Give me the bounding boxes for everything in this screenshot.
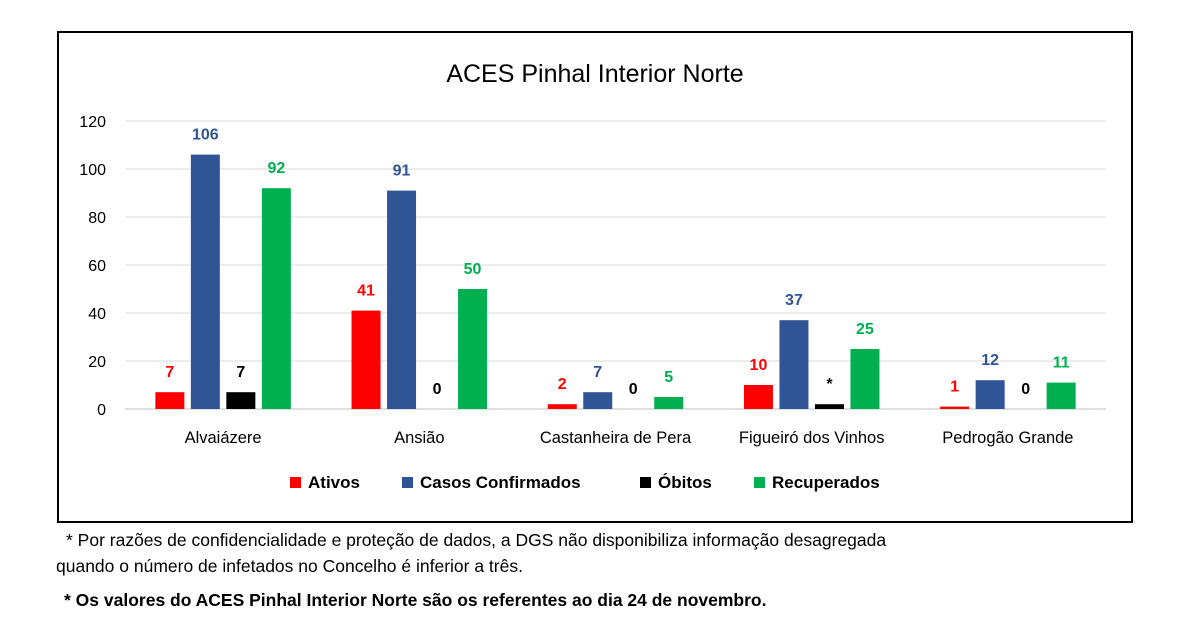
legend-swatch — [640, 477, 651, 488]
footnote-confidentiality: * Por razões de confidencialidade e prot… — [66, 530, 887, 550]
data-label: 92 — [267, 160, 285, 177]
y-tick-label: 100 — [79, 162, 106, 179]
bar-recuperados-1 — [458, 289, 488, 409]
data-label: 7 — [165, 364, 174, 381]
bar-recuperados-0 — [261, 188, 291, 409]
legend-label: Casos Confirmados — [420, 473, 581, 492]
data-label: * — [826, 376, 833, 393]
y-tick-label: 60 — [88, 258, 106, 275]
bar-casos-confirmados-0 — [190, 154, 220, 409]
legend-swatch — [290, 477, 301, 488]
data-label: 7 — [236, 364, 245, 381]
x-tick-label: Alvaiázere — [185, 429, 262, 447]
data-label: 10 — [750, 357, 768, 374]
data-label: 1 — [950, 379, 959, 396]
bar-ativos-4 — [940, 406, 970, 409]
y-tick-label: 0 — [97, 402, 106, 419]
bar-casos-confirmados-1 — [387, 190, 417, 409]
legend-label: Recuperados — [772, 473, 880, 492]
x-tick-label: Castanheira de Pera — [540, 429, 692, 447]
legend-swatch — [754, 477, 765, 488]
data-label: 2 — [558, 376, 567, 393]
bar-recuperados-2 — [654, 397, 684, 409]
legend-swatch — [402, 477, 413, 488]
data-label: 11 — [1053, 355, 1070, 372]
bar-ativos-3 — [743, 385, 773, 409]
y-tick-label: 80 — [88, 210, 106, 227]
data-label: 41 — [357, 283, 375, 300]
bar-chart: ACES Pinhal Interior Norte02040608010012… — [79, 60, 1106, 492]
chart-title: ACES Pinhal Interior Norte — [446, 60, 743, 88]
data-label: 91 — [393, 163, 411, 180]
bar-casos-confirmados-3 — [779, 320, 809, 409]
chart-frame: ACES Pinhal Interior Norte 0 20 40 60 80 100 12… — [57, 31, 1133, 523]
footnote-confidentiality-cont: quando o número de infetados no Concelho… — [56, 556, 523, 576]
y-tick-label: 40 — [88, 306, 106, 323]
data-label: 50 — [464, 261, 482, 278]
data-label: 5 — [664, 369, 673, 386]
bar--bitos-0 — [226, 392, 256, 409]
y-tick-label: 20 — [88, 354, 106, 371]
data-label: 0 — [433, 381, 442, 398]
data-label: 0 — [629, 381, 638, 398]
bar-casos-confirmados-2 — [583, 392, 613, 409]
legend-label: Óbitos — [658, 473, 712, 492]
data-label: 12 — [981, 352, 999, 369]
data-label: 0 — [1021, 381, 1030, 398]
bar-casos-confirmados-4 — [975, 380, 1005, 409]
footnote-reference-date: * Os valores do ACES Pinhal Interior Nor… — [64, 590, 767, 610]
bar-ativos-2 — [547, 404, 577, 409]
data-label: 7 — [593, 364, 602, 381]
legend-label: Ativos — [308, 473, 360, 492]
x-tick-label: Ansião — [394, 429, 444, 447]
bar-ativos-0 — [155, 392, 185, 409]
x-tick-label: Figueiró dos Vinhos — [739, 429, 885, 447]
data-label: 37 — [785, 292, 803, 309]
bar--bitos-3 — [814, 404, 844, 409]
bar-ativos-1 — [351, 310, 381, 409]
bar-recuperados-4 — [1046, 382, 1076, 409]
y-tick-label: 120 — [79, 114, 106, 131]
data-label: 106 — [192, 127, 219, 144]
bar-recuperados-3 — [850, 349, 880, 409]
x-tick-label: Pedrogão Grande — [942, 429, 1073, 447]
data-label: 25 — [856, 321, 874, 338]
